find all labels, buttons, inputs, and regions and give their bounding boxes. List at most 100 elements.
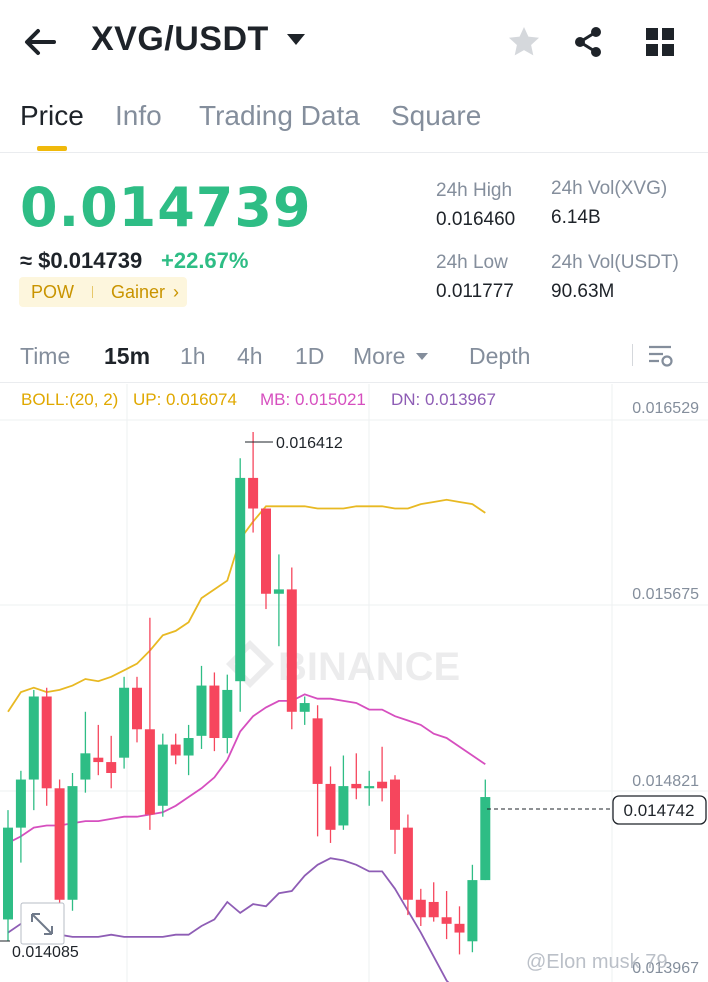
candle bbox=[222, 674, 233, 754]
interval-more[interactable]: More bbox=[353, 343, 406, 369]
interval-4h[interactable]: 4h bbox=[237, 343, 263, 369]
boll-middle-line bbox=[7, 693, 486, 844]
candle-body bbox=[3, 827, 13, 920]
candle-body bbox=[157, 744, 168, 806]
stat-low-value: 0.011777 bbox=[436, 281, 514, 302]
candle bbox=[93, 724, 104, 776]
page-tabs: Price Info Trading Data Square bbox=[0, 90, 708, 153]
tag-divider bbox=[92, 286, 93, 298]
stat-vol-base-value: 6.14B bbox=[551, 207, 601, 228]
tab-price[interactable]: Price bbox=[20, 100, 84, 131]
stat-vol-base-label: 24h Vol(XVG) bbox=[551, 178, 668, 199]
y-axis-label: 0.013967 bbox=[632, 960, 699, 977]
boll-up: UP: 0.016074 bbox=[133, 390, 237, 409]
candle-body bbox=[67, 786, 78, 900]
top-bar: XVG/USDT bbox=[0, 0, 708, 84]
candle bbox=[441, 891, 452, 940]
candle bbox=[364, 770, 375, 806]
candle bbox=[248, 432, 259, 533]
candle bbox=[299, 696, 310, 725]
candle-body bbox=[351, 783, 362, 789]
tag-chips[interactable]: POW Gainer › bbox=[19, 277, 188, 307]
candle-body bbox=[402, 827, 413, 900]
candle-body bbox=[415, 899, 426, 918]
tab-info[interactable]: Info bbox=[115, 100, 162, 131]
candle-body bbox=[428, 901, 439, 918]
candle-body bbox=[364, 786, 375, 789]
candle bbox=[144, 617, 155, 830]
candle-body bbox=[261, 508, 271, 594]
candle bbox=[119, 676, 130, 769]
candle-body bbox=[467, 880, 478, 942]
chart-settings-icon[interactable] bbox=[645, 340, 675, 370]
candle-body bbox=[119, 687, 130, 758]
candle bbox=[480, 779, 491, 881]
candle bbox=[80, 711, 91, 793]
candle bbox=[132, 676, 142, 743]
candle-body bbox=[196, 685, 207, 736]
candle bbox=[209, 672, 220, 752]
candle bbox=[170, 733, 181, 765]
grid-icon[interactable] bbox=[640, 22, 680, 62]
tab-trading-data[interactable]: Trading Data bbox=[199, 100, 360, 131]
share-icon[interactable] bbox=[568, 22, 608, 62]
star-icon[interactable] bbox=[504, 22, 544, 62]
candle bbox=[390, 775, 400, 854]
high-marker-label: 0.016412 bbox=[276, 435, 343, 452]
interval-time[interactable]: Time bbox=[20, 343, 71, 369]
interval-1h[interactable]: 1h bbox=[180, 343, 206, 369]
candle-body bbox=[80, 753, 91, 780]
candle-body bbox=[377, 781, 388, 789]
stat-high-label: 24h High bbox=[436, 180, 513, 201]
candle-body bbox=[93, 757, 104, 763]
candle bbox=[28, 689, 39, 811]
boll-lower-line bbox=[7, 857, 450, 982]
candle bbox=[273, 554, 284, 647]
candle-body bbox=[441, 917, 452, 924]
candle bbox=[3, 810, 13, 942]
expand-icon[interactable] bbox=[20, 902, 65, 945]
stat-low-label: 24h Low bbox=[436, 252, 508, 273]
candle-body bbox=[235, 477, 246, 682]
candle-body bbox=[106, 762, 117, 773]
candle bbox=[261, 508, 271, 610]
candle bbox=[15, 770, 26, 863]
candle bbox=[106, 735, 117, 789]
chevron-down-icon[interactable] bbox=[287, 34, 305, 45]
candle-body bbox=[183, 738, 194, 756]
candle-body bbox=[222, 689, 233, 739]
interval-depth[interactable]: Depth bbox=[469, 343, 531, 369]
pair-title[interactable]: XVG/USDT bbox=[91, 20, 269, 58]
candle bbox=[54, 779, 65, 920]
stat-high-value: 0.016460 bbox=[436, 209, 516, 230]
tag-pow[interactable]: POW bbox=[31, 281, 74, 302]
candle-body bbox=[312, 718, 323, 784]
tag-gainer[interactable]: Gainer bbox=[111, 281, 166, 302]
candle-body bbox=[41, 696, 52, 789]
interval-15m[interactable]: 15m bbox=[104, 343, 151, 369]
candle-body bbox=[390, 779, 400, 830]
candle bbox=[351, 753, 362, 800]
divider bbox=[632, 344, 633, 366]
candle-body bbox=[144, 729, 155, 815]
boll-params: BOLL:(20, 2) bbox=[21, 390, 119, 409]
candle-body bbox=[28, 696, 39, 780]
watermark-text: BINANCE bbox=[278, 645, 460, 689]
candle bbox=[467, 864, 478, 953]
candle bbox=[454, 906, 465, 955]
price-change-percent: +22.67% bbox=[161, 248, 249, 273]
y-axis-label: 0.014821 bbox=[632, 773, 699, 790]
candle-body bbox=[209, 685, 220, 739]
candlestick-chart[interactable]: BINANCE 0.016529 0.015675 0.014821 0.013967… bbox=[0, 384, 708, 982]
candle bbox=[235, 458, 246, 712]
tab-square[interactable]: Square bbox=[391, 100, 482, 131]
chevron-down-icon bbox=[416, 353, 428, 360]
candle-body bbox=[273, 589, 284, 594]
arrow-left-icon[interactable] bbox=[20, 22, 60, 62]
stat-vol-quote-value: 90.63M bbox=[551, 281, 615, 302]
interval-1d[interactable]: 1D bbox=[295, 343, 325, 369]
candle-body bbox=[15, 779, 26, 828]
candle bbox=[377, 746, 388, 802]
interval-bar: Time 15m 1h 4h 1D More Depth bbox=[0, 330, 708, 383]
candle bbox=[157, 733, 168, 817]
